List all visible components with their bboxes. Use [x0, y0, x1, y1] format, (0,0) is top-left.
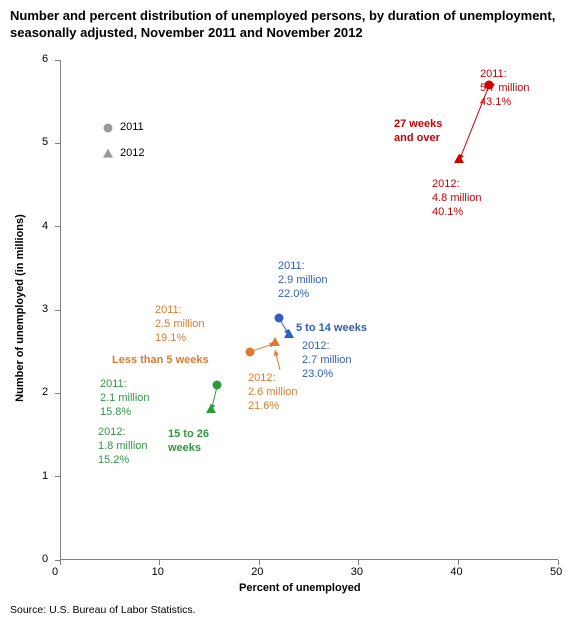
data-point-2012	[284, 329, 294, 338]
data-annotation: Less than 5 weeks	[112, 354, 209, 368]
data-point-2011	[275, 314, 284, 323]
y-tick-label: 3	[42, 303, 48, 315]
data-point-2011	[246, 347, 255, 356]
legend-2011-label: 2011	[120, 121, 144, 133]
legend-triangle-icon	[103, 149, 113, 158]
y-tick-label: 0	[42, 553, 48, 565]
x-tick-label: 0	[52, 566, 58, 578]
x-tick	[358, 560, 359, 565]
source-text: Source: U.S. Bureau of Labor Statistics.	[10, 604, 196, 616]
legend-2012-label: 2012	[120, 147, 144, 159]
plot-overlay: 010203040500123456Percent of unemployedN…	[0, 50, 580, 590]
data-annotation: 2012:2.7 million23.0%	[302, 340, 352, 381]
y-tick-label: 2	[42, 386, 48, 398]
data-point-2012	[270, 337, 280, 346]
data-annotation: 2011:2.9 million22.0%	[278, 260, 328, 301]
x-tick-label: 50	[550, 566, 562, 578]
data-annotation: 2012:4.8 million40.1%	[432, 178, 482, 219]
y-tick	[55, 393, 60, 394]
legend-circle-icon	[104, 124, 113, 133]
data-annotation: 2011:2.5 million19.1%	[155, 304, 205, 345]
x-tick	[60, 560, 61, 565]
data-annotation: 27 weeksand over	[394, 118, 442, 146]
data-point-2012	[454, 154, 464, 163]
x-tick-label: 40	[450, 566, 462, 578]
data-point-2012	[206, 404, 216, 413]
y-axis-label: Number of unemployed (in millions)	[14, 188, 26, 428]
data-annotation: 15 to 26weeks	[168, 428, 209, 456]
x-tick	[159, 560, 160, 565]
y-tick	[55, 560, 60, 561]
data-annotation: 2011:5.7 million43.1%	[480, 68, 530, 109]
data-annotation: 5 to 14 weeks	[296, 322, 367, 336]
data-annotation: 2012:2.6 million21.6%	[248, 372, 298, 413]
x-tick-label: 10	[152, 566, 164, 578]
y-tick-label: 5	[42, 136, 48, 148]
x-tick-label: 20	[251, 566, 263, 578]
y-tick-label: 4	[42, 220, 48, 232]
x-tick	[558, 560, 559, 565]
chart-wrap: 010203040500123456Percent of unemployedN…	[0, 50, 580, 590]
data-point-2011	[213, 381, 222, 390]
y-tick	[55, 310, 60, 311]
x-tick	[458, 560, 459, 565]
y-tick	[55, 226, 60, 227]
x-axis-label: Percent of unemployed	[239, 582, 361, 594]
y-tick-label: 1	[42, 470, 48, 482]
data-annotation: 2011:2.1 million15.8%	[100, 378, 150, 419]
y-tick-label: 6	[42, 53, 48, 65]
y-tick	[55, 60, 60, 61]
x-tick-label: 30	[351, 566, 363, 578]
chart-title: Number and percent distribution of unemp…	[0, 0, 580, 46]
data-annotation: 2012:1.8 million15.2%	[98, 426, 148, 467]
y-tick	[55, 143, 60, 144]
arrows-layer	[0, 50, 580, 590]
y-tick	[55, 476, 60, 477]
x-tick	[259, 560, 260, 565]
